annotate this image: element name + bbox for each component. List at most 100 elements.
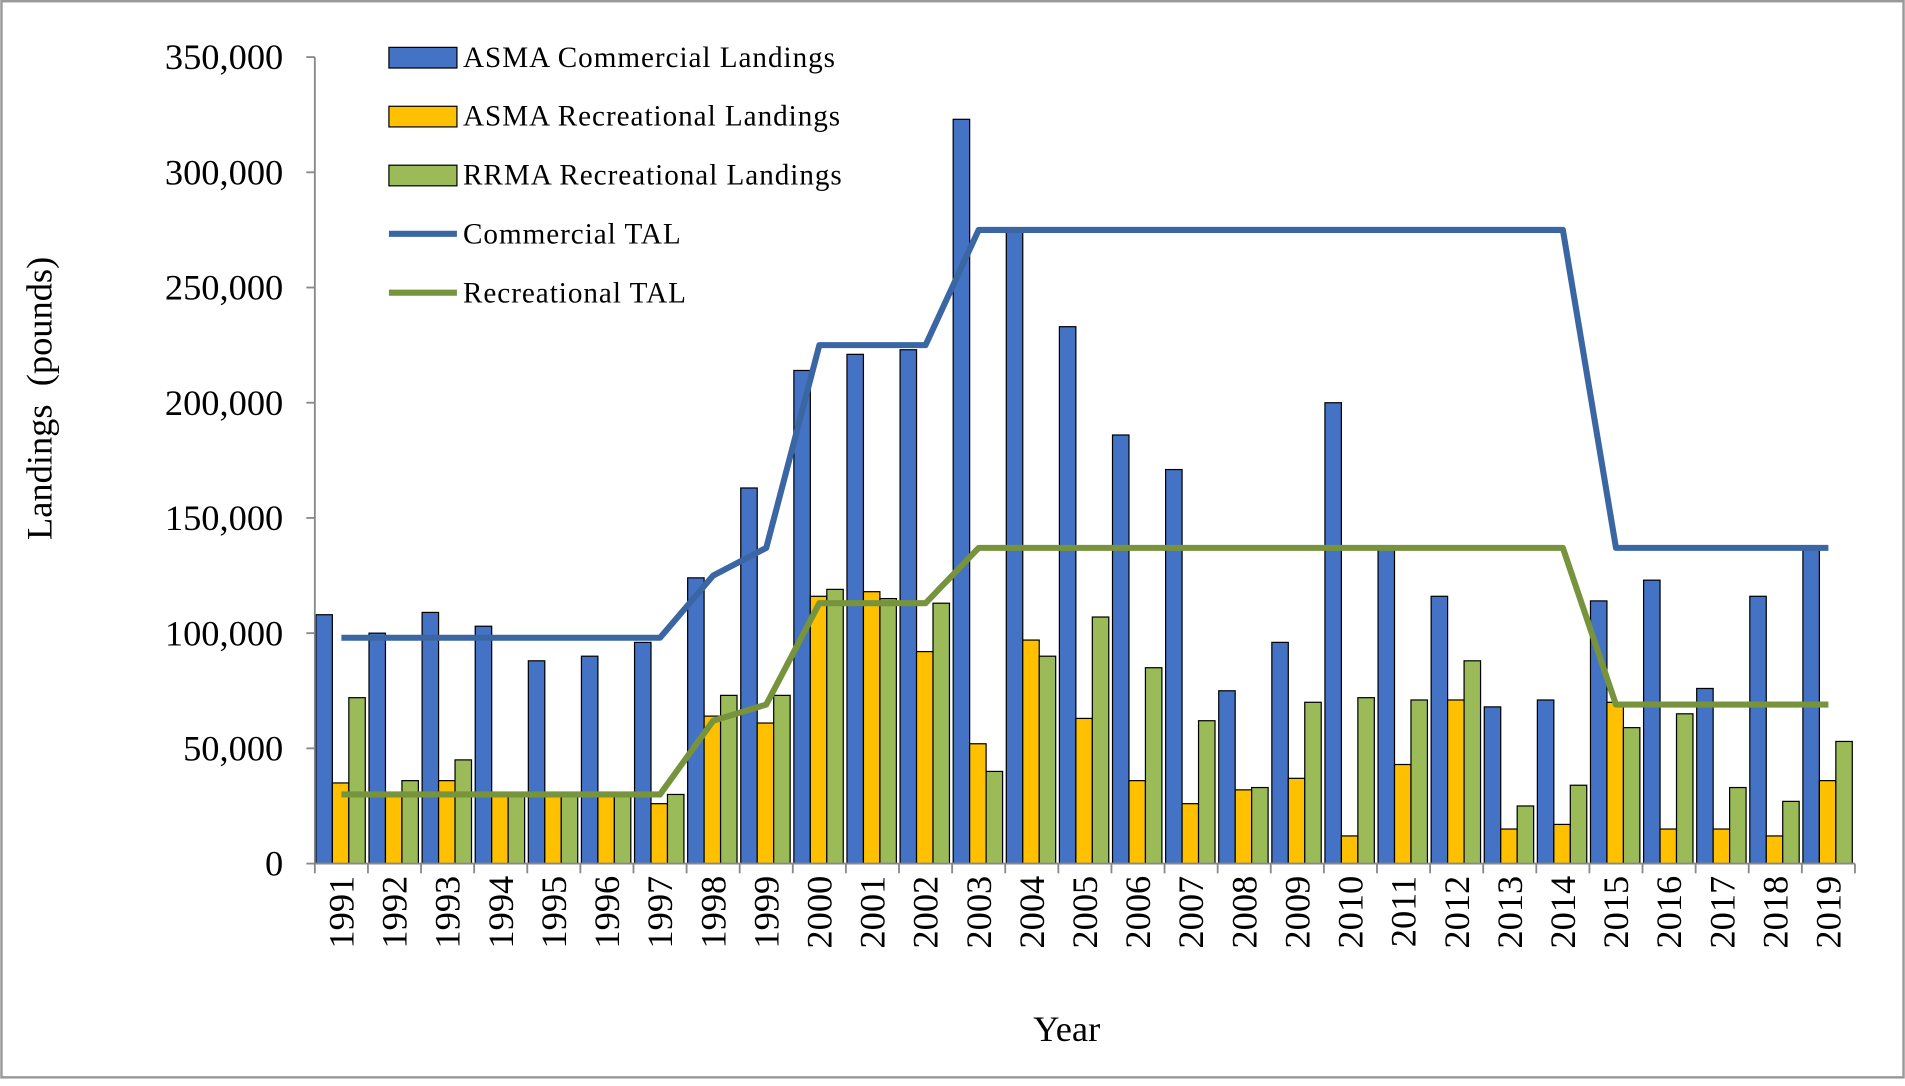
bar: [527, 660, 546, 865]
y-tick-label: 0: [265, 844, 283, 884]
bar: [1218, 690, 1236, 865]
x-tick-label: 2006: [1118, 876, 1158, 949]
legend-swatch: [388, 46, 458, 69]
y-tick-label: 350,000: [165, 37, 283, 77]
bar: [1516, 805, 1535, 865]
bar: [1377, 544, 1396, 865]
bar: [1553, 823, 1571, 865]
bar: [1410, 699, 1429, 865]
legend-label: ASMA Recreational Landings: [463, 101, 841, 133]
y-tick-label: 100,000: [165, 613, 283, 653]
bar: [740, 487, 758, 865]
x-tick-label: 2018: [1755, 876, 1795, 949]
bar: [1463, 660, 1482, 865]
y-tick-label: 150,000: [165, 498, 283, 538]
legend-label: Commercial TAL: [463, 219, 682, 251]
bar: [1835, 740, 1853, 865]
bar: [1144, 667, 1163, 865]
bar: [1483, 706, 1502, 865]
bar: [1197, 720, 1216, 865]
x-tick-label: 1999: [746, 876, 786, 949]
bar: [580, 655, 599, 865]
bar: [633, 641, 652, 865]
bar: [384, 793, 403, 865]
bar: [1393, 763, 1412, 865]
bar: [1569, 784, 1588, 865]
x-tick-label: 2002: [906, 876, 946, 949]
bar: [1729, 786, 1747, 865]
bar: [687, 577, 705, 865]
bar: [1606, 701, 1625, 865]
x-tick-label: 2011: [1384, 876, 1424, 948]
bar: [491, 793, 509, 865]
x-tick-label: 2004: [1012, 876, 1052, 949]
bar: [915, 650, 934, 865]
bar: [985, 770, 1004, 865]
bar: [809, 595, 828, 865]
x-tick-label: 1996: [587, 876, 627, 949]
bar: [846, 353, 865, 865]
bar: [1038, 655, 1057, 865]
bar: [1091, 616, 1110, 865]
bar: [1234, 789, 1253, 865]
x-tick-label: 1998: [693, 876, 733, 949]
bar: [544, 793, 562, 865]
x-tick-label: 2013: [1490, 876, 1530, 949]
x-tick-label: 1995: [534, 876, 574, 949]
bar: [1642, 579, 1661, 865]
bar: [1251, 786, 1269, 865]
bar: [826, 588, 844, 865]
bar: [1430, 595, 1449, 865]
bar: [474, 625, 493, 865]
line: [341, 226, 1829, 641]
x-tick-label: 1991: [322, 876, 362, 949]
x-tick-label: 1993: [428, 876, 468, 949]
bar: [454, 759, 473, 865]
x-tick-label: 2001: [853, 876, 893, 949]
bar: [879, 597, 897, 865]
x-tick-label: 2015: [1596, 876, 1636, 949]
bar: [1271, 641, 1289, 865]
x-tick-label: 1994: [481, 876, 521, 949]
bar: [1749, 595, 1767, 865]
x-tick-label: 2014: [1543, 876, 1583, 949]
bar: [932, 602, 951, 865]
bar: [1500, 828, 1518, 865]
bar: [1340, 835, 1359, 865]
x-tick-label: 2012: [1437, 876, 1477, 949]
x-tick-label: 2009: [1277, 876, 1317, 949]
bar: [1075, 717, 1093, 865]
bar: [1165, 468, 1183, 865]
bar: [1818, 780, 1837, 865]
x-tick-label: 2017: [1702, 876, 1742, 949]
bar: [952, 118, 971, 865]
y-tick-label: 50,000: [183, 729, 283, 769]
bar: [1287, 777, 1306, 865]
y-axis-label: Landings (pounds): [19, 257, 59, 540]
bar: [862, 591, 881, 865]
legend-label: Recreational TAL: [463, 277, 687, 309]
x-tick-label: 2019: [1809, 876, 1849, 949]
bar: [1357, 697, 1375, 865]
bar: [1782, 800, 1800, 865]
y-tick-label: 250,000: [165, 268, 283, 308]
bar: [368, 632, 387, 865]
bar: [899, 349, 918, 865]
bar: [1675, 713, 1694, 865]
bar: [1111, 434, 1130, 865]
y-tick-label: 200,000: [165, 383, 283, 423]
bar: [421, 611, 440, 865]
bar: [507, 793, 526, 865]
x-tick-label: 2016: [1649, 876, 1689, 949]
legend-label: ASMA Commercial Landings: [463, 42, 836, 74]
bar: [1696, 687, 1714, 865]
bar: [315, 614, 333, 865]
bar: [756, 722, 775, 865]
bar: [1304, 701, 1322, 865]
x-tick-label: 2000: [800, 876, 840, 949]
bar: [613, 793, 632, 865]
bar: [1712, 828, 1731, 865]
bar: [1181, 803, 1200, 865]
legend-swatch: [388, 164, 458, 187]
